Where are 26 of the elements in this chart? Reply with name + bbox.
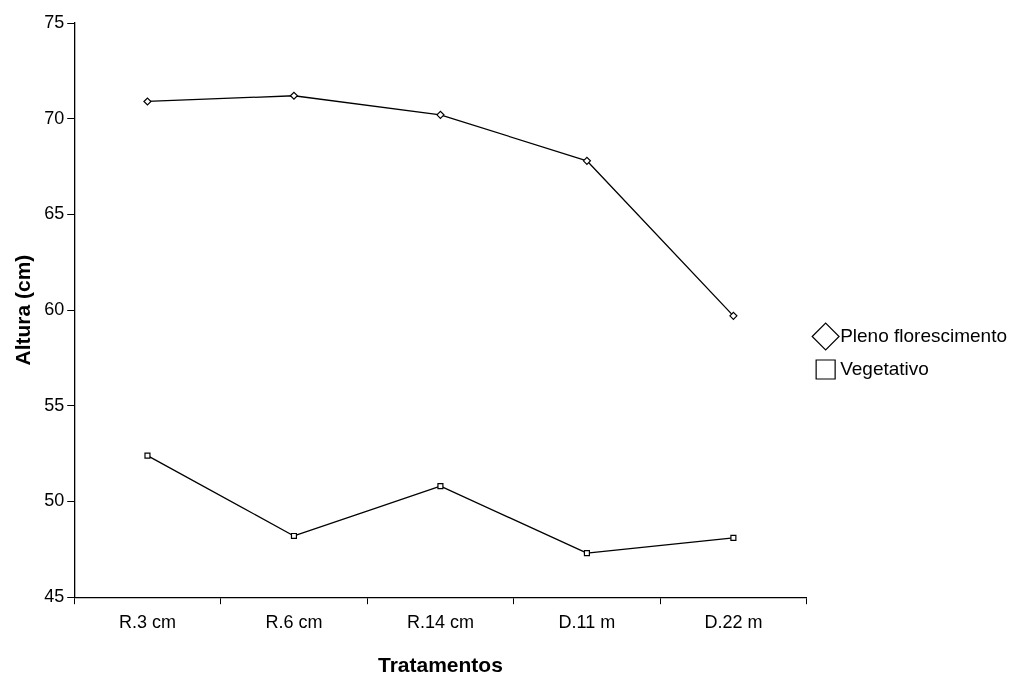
x-tick-label: D.22 m — [704, 611, 763, 632]
point — [582, 156, 592, 165]
point — [583, 550, 590, 557]
point — [436, 110, 445, 119]
x-tick-label: D.11 m — [558, 611, 616, 632]
y-tick-label: 70 — [44, 107, 65, 128]
x-tick-label: R.14 cm — [406, 611, 474, 632]
point — [144, 452, 151, 459]
x-tick-label: R.6 cm — [265, 611, 323, 632]
y-tick-label: 55 — [44, 394, 65, 415]
x-tick-label: R.3 cm — [118, 611, 176, 632]
point — [143, 97, 152, 106]
point — [289, 91, 299, 100]
y-tick-label: 65 — [44, 203, 65, 224]
point — [437, 483, 444, 490]
y-axis-title: Altura (cm) — [11, 254, 35, 366]
legend-label: Pleno florescimento — [840, 324, 1008, 346]
y-tick-label: 45 — [44, 586, 65, 607]
y-tick-label: 75 — [44, 11, 65, 32]
y-tick-label: 60 — [44, 299, 65, 320]
legend-label: Vegetativo — [840, 357, 929, 379]
point — [730, 534, 737, 541]
point — [729, 311, 738, 320]
point — [290, 532, 298, 540]
x-axis-title: Tratamentos — [377, 653, 503, 677]
y-tick-label: 50 — [44, 490, 65, 511]
